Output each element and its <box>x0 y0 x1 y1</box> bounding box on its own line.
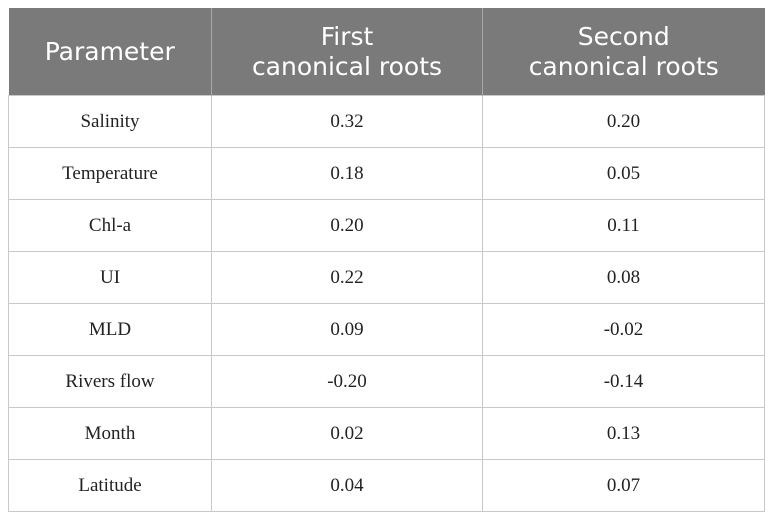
cell-second-root: 0.13 <box>482 407 765 460</box>
header-second-line-1: Second <box>577 21 670 51</box>
header-row: Parameter First canonical roots Second c… <box>8 8 765 96</box>
table-row: Rivers flow -0.20 -0.14 <box>8 355 765 408</box>
cell-second-root: 0.07 <box>482 459 765 512</box>
cell-parameter: Month <box>8 407 212 460</box>
cell-second-root: -0.14 <box>482 355 765 408</box>
cell-second-root: 0.05 <box>482 147 765 200</box>
cell-parameter: Salinity <box>8 95 212 148</box>
cell-first-root: 0.09 <box>211 303 483 356</box>
table-header: Parameter First canonical roots Second c… <box>8 8 765 96</box>
table-row: UI 0.22 0.08 <box>8 251 765 304</box>
table-row: Month 0.02 0.13 <box>8 407 765 460</box>
header-first-line-2: canonical roots <box>251 51 443 81</box>
cell-first-root: 0.32 <box>211 95 483 148</box>
cell-parameter: Chl-a <box>8 199 212 252</box>
table-row: Latitude 0.04 0.07 <box>8 459 765 512</box>
cell-second-root: -0.02 <box>482 303 765 356</box>
cell-first-root: 0.18 <box>211 147 483 200</box>
cell-parameter: Temperature <box>8 147 212 200</box>
table-row: Chl-a 0.20 0.11 <box>8 199 765 252</box>
cell-first-root: 0.02 <box>211 407 483 460</box>
cell-first-root: 0.22 <box>211 251 483 304</box>
header-parameter: Parameter <box>8 8 212 96</box>
header-first-canonical-roots: First canonical roots <box>211 8 483 96</box>
cell-parameter: Latitude <box>8 459 212 512</box>
header-first-line-1: First <box>320 21 374 51</box>
cell-parameter: MLD <box>8 303 212 356</box>
canonical-roots-table: Parameter First canonical roots Second c… <box>8 8 765 512</box>
table-body: Salinity 0.32 0.20 Temperature 0.18 0.05… <box>8 95 765 512</box>
header-second-line-2: canonical roots <box>528 51 719 81</box>
cell-parameter: UI <box>8 251 212 304</box>
cell-first-root: 0.04 <box>211 459 483 512</box>
cell-second-root: 0.20 <box>482 95 765 148</box>
header-second-canonical-roots: Second canonical roots <box>482 8 765 96</box>
table-row: Salinity 0.32 0.20 <box>8 95 765 148</box>
header-parameter-line-1: Parameter <box>44 36 175 66</box>
cell-second-root: 0.08 <box>482 251 765 304</box>
cell-second-root: 0.11 <box>482 199 765 252</box>
cell-parameter: Rivers flow <box>8 355 212 408</box>
cell-first-root: 0.20 <box>211 199 483 252</box>
table-row: MLD 0.09 -0.02 <box>8 303 765 356</box>
table-row: Temperature 0.18 0.05 <box>8 147 765 200</box>
cell-first-root: -0.20 <box>211 355 483 408</box>
